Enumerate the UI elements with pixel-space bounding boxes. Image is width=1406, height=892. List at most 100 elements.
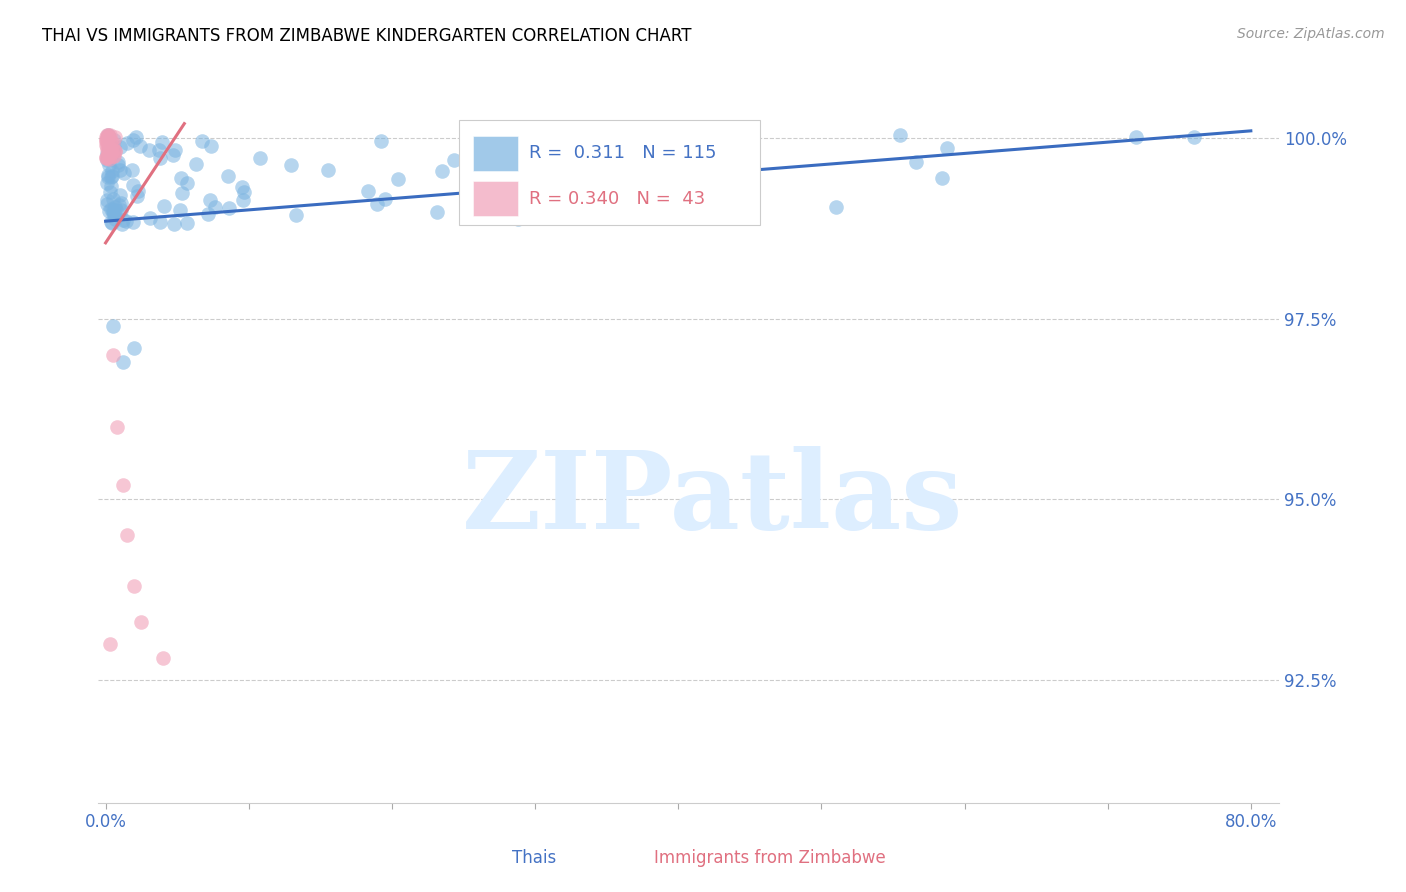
Point	[149, 151, 172, 165]
Point	[96, 137, 118, 152]
Point	[96, 153, 118, 167]
Text: R = 0.340   N =  43: R = 0.340 N = 43	[530, 190, 706, 208]
Point	[98, 145, 121, 159]
Point	[101, 145, 124, 159]
Point	[110, 196, 132, 211]
Point	[97, 145, 120, 160]
Point	[127, 184, 149, 198]
Point	[824, 200, 846, 214]
Point	[488, 132, 510, 146]
Point	[105, 420, 128, 434]
Point	[232, 193, 254, 207]
Point	[107, 158, 129, 172]
Point	[97, 168, 120, 182]
Point	[98, 130, 121, 145]
Point	[100, 139, 122, 153]
Point	[152, 651, 174, 665]
Point	[370, 135, 392, 149]
Point	[96, 138, 118, 153]
Point	[98, 637, 121, 651]
Point	[162, 148, 184, 162]
Point	[115, 213, 138, 227]
Point	[198, 194, 221, 208]
Point	[170, 170, 193, 185]
Point	[96, 143, 118, 157]
Point	[107, 154, 129, 169]
Point	[176, 177, 198, 191]
Point	[107, 197, 129, 211]
Point	[738, 158, 761, 172]
Point	[101, 348, 124, 362]
Point	[101, 145, 124, 159]
Point	[100, 134, 122, 148]
Point	[558, 129, 581, 144]
Point	[492, 159, 515, 173]
Point	[465, 193, 488, 207]
Point	[105, 202, 128, 217]
Point	[218, 202, 240, 216]
Point	[122, 579, 145, 593]
Point	[430, 164, 453, 178]
Point	[249, 151, 271, 165]
Point	[96, 134, 118, 148]
Point	[163, 217, 186, 231]
Point	[366, 196, 388, 211]
Point	[110, 202, 132, 217]
Point	[96, 150, 118, 164]
Point	[125, 129, 148, 144]
Point	[172, 186, 194, 200]
Point	[104, 212, 127, 227]
Point	[703, 131, 725, 145]
Point	[101, 318, 124, 333]
Point	[112, 166, 135, 180]
Point	[103, 148, 125, 162]
Point	[125, 189, 148, 203]
Point	[98, 149, 121, 163]
Point	[103, 141, 125, 155]
Point	[280, 159, 302, 173]
Point	[233, 185, 256, 199]
Point	[100, 164, 122, 178]
Point	[98, 139, 121, 153]
FancyBboxPatch shape	[472, 181, 517, 216]
Point	[200, 139, 222, 153]
Point	[101, 145, 124, 160]
Point	[98, 158, 121, 172]
Point	[111, 355, 134, 369]
Point	[285, 208, 308, 222]
Point	[101, 192, 124, 206]
Point	[527, 145, 550, 160]
Point	[465, 157, 488, 171]
Point	[97, 150, 120, 164]
Point	[460, 183, 482, 197]
Point	[97, 136, 120, 150]
Point	[101, 216, 124, 230]
Point	[97, 128, 120, 142]
Point	[169, 203, 191, 218]
Point	[1182, 129, 1205, 144]
Point	[96, 128, 118, 143]
Text: Source: ZipAtlas.com: Source: ZipAtlas.com	[1237, 27, 1385, 41]
Point	[97, 146, 120, 161]
Point	[122, 178, 145, 192]
FancyBboxPatch shape	[472, 136, 517, 170]
FancyBboxPatch shape	[612, 847, 645, 870]
Point	[98, 185, 121, 199]
Point	[1125, 129, 1147, 144]
Point	[111, 212, 134, 227]
Point	[103, 206, 125, 220]
Point	[931, 171, 953, 186]
Point	[100, 179, 122, 194]
Point	[104, 200, 127, 214]
Point	[103, 206, 125, 220]
Point	[426, 204, 449, 219]
Point	[101, 136, 124, 151]
Point	[190, 134, 212, 148]
Point	[204, 201, 226, 215]
FancyBboxPatch shape	[471, 847, 503, 870]
Point	[98, 144, 121, 158]
Point	[153, 199, 176, 213]
Point	[101, 144, 124, 158]
Point	[98, 128, 121, 143]
Point	[139, 211, 162, 226]
